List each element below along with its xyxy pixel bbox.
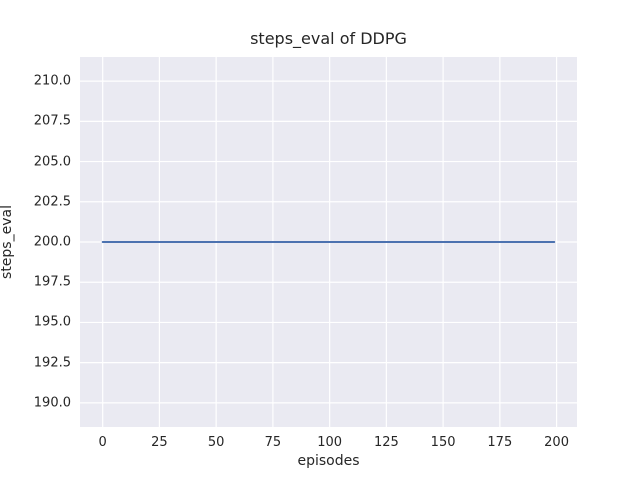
y-tick-label: 202.5 <box>33 194 71 210</box>
x-tick-label: 0 <box>98 435 107 450</box>
x-tick-label: 125 <box>373 435 399 450</box>
chart-title: steps_eval of DDPG <box>250 29 407 48</box>
x-tick-label: 100 <box>317 435 343 450</box>
y-tick-label: 195.0 <box>33 314 71 330</box>
x-tick-label: 175 <box>487 435 513 450</box>
y-tick-label: 207.5 <box>33 113 71 129</box>
y-tick-label: 192.5 <box>33 355 71 371</box>
x-tick-label: 200 <box>544 435 569 450</box>
x-tick-label: 150 <box>430 435 456 450</box>
y-tick-label: 200.0 <box>33 234 71 250</box>
y-tick-label: 205.0 <box>33 154 71 170</box>
x-tick-label: 75 <box>264 435 282 450</box>
x-tick-label: 50 <box>207 435 225 450</box>
x-axis-label: episodes <box>297 453 360 469</box>
y-tick-label: 190.0 <box>33 395 71 411</box>
y-tick-label: 210.0 <box>33 73 71 89</box>
x-tick-label: 25 <box>151 435 168 450</box>
y-tick-label: 197.5 <box>33 274 71 290</box>
